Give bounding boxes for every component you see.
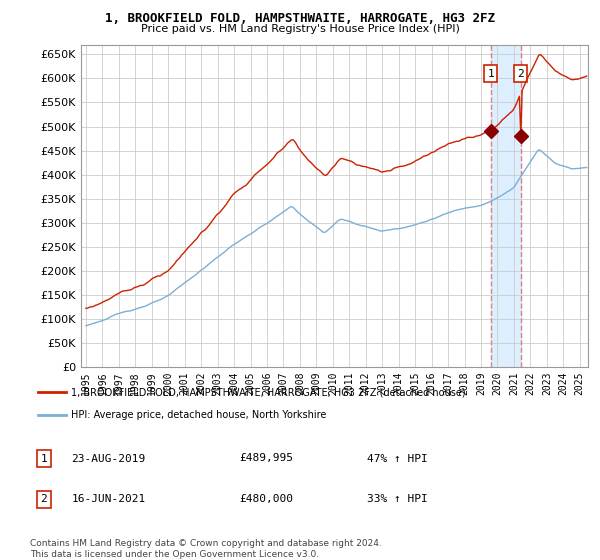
Text: 16-JUN-2021: 16-JUN-2021 bbox=[71, 494, 146, 505]
Text: 1, BROOKFIELD FOLD, HAMPSTHWAITE, HARROGATE, HG3 2FZ: 1, BROOKFIELD FOLD, HAMPSTHWAITE, HARROG… bbox=[105, 12, 495, 25]
Text: 1, BROOKFIELD FOLD, HAMPSTHWAITE, HARROGATE, HG3 2FZ (detached house): 1, BROOKFIELD FOLD, HAMPSTHWAITE, HARROG… bbox=[71, 387, 466, 397]
Text: 1: 1 bbox=[487, 69, 494, 78]
Text: 33% ↑ HPI: 33% ↑ HPI bbox=[367, 494, 427, 505]
Text: £480,000: £480,000 bbox=[240, 494, 294, 505]
Text: 2: 2 bbox=[40, 494, 47, 505]
Text: 47% ↑ HPI: 47% ↑ HPI bbox=[367, 454, 427, 464]
Text: 23-AUG-2019: 23-AUG-2019 bbox=[71, 454, 146, 464]
Text: Price paid vs. HM Land Registry's House Price Index (HPI): Price paid vs. HM Land Registry's House … bbox=[140, 24, 460, 34]
Text: HPI: Average price, detached house, North Yorkshire: HPI: Average price, detached house, Nort… bbox=[71, 410, 327, 420]
Text: 2: 2 bbox=[517, 69, 524, 78]
Bar bbox=[491, 45, 521, 367]
Text: Contains HM Land Registry data © Crown copyright and database right 2024.: Contains HM Land Registry data © Crown c… bbox=[30, 539, 382, 548]
Text: £489,995: £489,995 bbox=[240, 454, 294, 464]
Text: This data is licensed under the Open Government Licence v3.0.: This data is licensed under the Open Gov… bbox=[30, 550, 319, 559]
Text: 1: 1 bbox=[40, 454, 47, 464]
